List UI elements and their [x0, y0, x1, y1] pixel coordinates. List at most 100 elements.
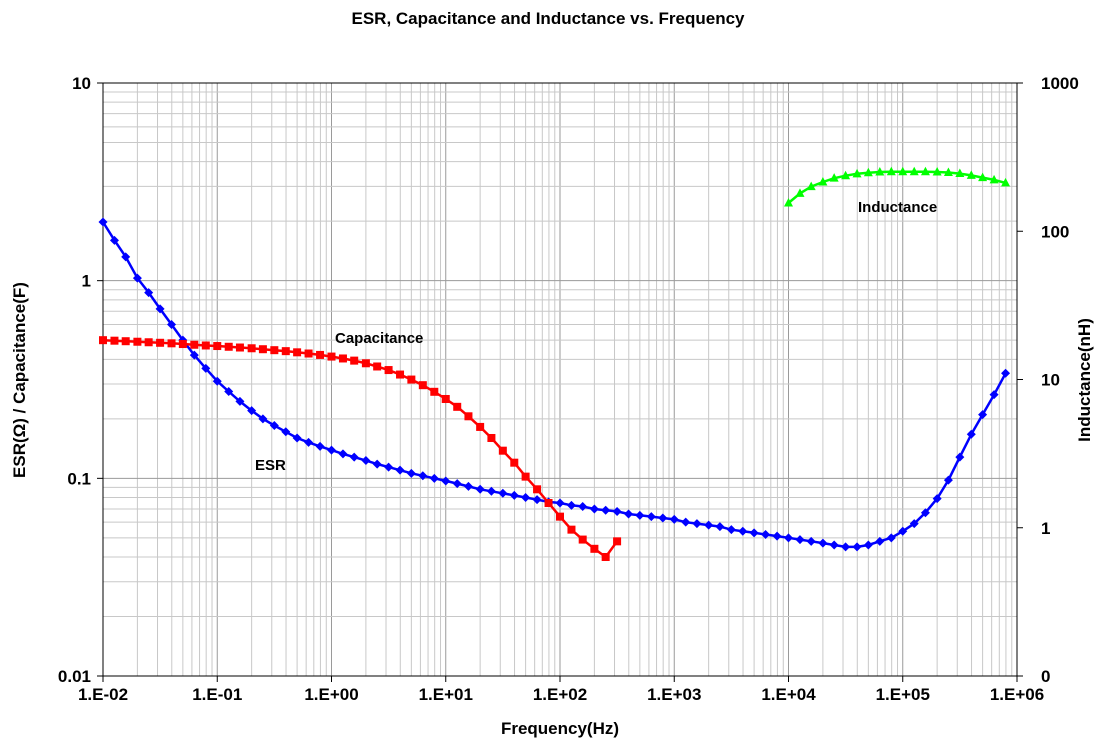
x-axis-label: Frequency(Hz): [501, 719, 619, 738]
esr-point: [898, 526, 908, 536]
inductance-point: [966, 170, 976, 179]
esr-point: [224, 386, 234, 396]
capacitance-point: [213, 342, 222, 351]
esr-point: [658, 513, 668, 523]
esr-point: [795, 535, 805, 545]
esr-point: [441, 476, 451, 486]
esr-point: [920, 508, 930, 518]
y-axis-right-label: Inductance(nH): [1075, 318, 1094, 442]
capacitance-point: [373, 362, 382, 371]
esr-point: [818, 538, 828, 548]
capacitance-point: [453, 402, 462, 411]
capacitance-label: Capacitance: [335, 330, 423, 347]
esr-point: [841, 542, 851, 552]
y-axis-left: 10 1 0.1 0.01: [58, 74, 103, 686]
inductance-point: [909, 166, 919, 176]
esr-point: [361, 456, 371, 466]
esr-point: [235, 396, 245, 406]
capacitance-point: [590, 544, 599, 553]
esr-point: [704, 520, 714, 530]
inductance-point: [920, 166, 930, 176]
capacitance-point: [556, 512, 564, 521]
esr-point: [532, 495, 542, 505]
esr-point: [566, 500, 576, 510]
capacitance-point: [464, 412, 473, 421]
inductance-point: [841, 170, 851, 180]
capacitance-point: [396, 370, 405, 379]
x-tick-label: 1.E+05: [876, 685, 930, 704]
esr-point: [989, 390, 999, 400]
capacitance-point: [498, 446, 507, 455]
capacitance-point: [476, 422, 485, 431]
capacitance-point: [201, 341, 210, 350]
y-left-tick-label: 1: [82, 272, 91, 291]
capacitance-point: [521, 472, 530, 481]
esr-point: [281, 427, 291, 437]
esr-point: [601, 505, 611, 515]
capacitance-point: [578, 535, 587, 544]
capacitance-point: [167, 339, 176, 348]
series-layer: [98, 166, 1011, 561]
esr-point: [349, 452, 359, 462]
inductance-point: [829, 173, 839, 182]
esr-point: [978, 410, 988, 420]
inductance-point: [978, 172, 988, 182]
inductance-point: [863, 167, 873, 177]
esr-point: [715, 522, 725, 532]
esr-point: [372, 459, 382, 469]
inductance-point: [932, 166, 942, 176]
x-tick-label: 1.E+06: [990, 685, 1044, 704]
esr-point: [784, 533, 793, 543]
esr-point: [121, 252, 131, 262]
esr-point: [327, 445, 336, 455]
y-right-tick-label: 1000: [1041, 74, 1079, 93]
capacitance-point: [224, 342, 233, 351]
esr-point: [521, 492, 531, 502]
inductance-point: [955, 168, 965, 178]
inductance-point: [795, 188, 805, 197]
esr-point: [806, 536, 816, 546]
capacitance-point: [338, 354, 347, 363]
capacitance-point: [293, 348, 302, 357]
esr-point: [486, 486, 496, 496]
esr-point: [772, 531, 782, 541]
esr-point: [726, 525, 736, 535]
capacitance-point: [418, 381, 427, 390]
esr-point: [646, 512, 656, 522]
inductance-series: [784, 166, 1011, 207]
x-axis: 1.E-02 1.E-01 1.E+00 1.E+01 1.E+02 1.E+03 1.E+…: [78, 676, 1044, 704]
capacitance-point: [178, 340, 187, 349]
esr-point: [886, 533, 896, 543]
esr-point: [269, 421, 279, 431]
esr-point: [258, 414, 268, 424]
inductance-point: [1001, 177, 1011, 187]
esr-point: [201, 363, 211, 373]
capacitance-point: [487, 433, 496, 442]
esr-point: [463, 481, 473, 491]
esr-point: [624, 509, 634, 519]
esr-point: [247, 406, 257, 416]
capacitance-point: [350, 356, 359, 365]
y-right-tick-label: 10: [1041, 371, 1060, 390]
inductance-point: [943, 167, 953, 177]
x-tick-label: 1.E+01: [419, 685, 473, 704]
esr-point: [304, 437, 314, 447]
esr-point: [292, 433, 302, 443]
chart-title: ESR, Capacitance and Inductance vs. Freq…: [351, 9, 745, 28]
esr-point: [418, 471, 428, 481]
x-tick-label: 1.E+00: [304, 685, 358, 704]
capacitance-point: [247, 344, 256, 353]
inductance-point: [818, 176, 828, 186]
capacitance-point: [258, 345, 267, 354]
y-right-tick-label: 1: [1041, 519, 1050, 538]
inductance-point: [989, 174, 999, 184]
y-left-tick-label: 0.1: [67, 469, 91, 488]
capacitance-point: [304, 349, 313, 358]
esr-point: [863, 540, 873, 550]
y-left-tick-label: 10: [72, 74, 91, 93]
capacitance-line: [102, 338, 619, 559]
esr-point: [875, 536, 885, 546]
esr-point: [555, 498, 565, 508]
esr-point: [167, 320, 177, 330]
